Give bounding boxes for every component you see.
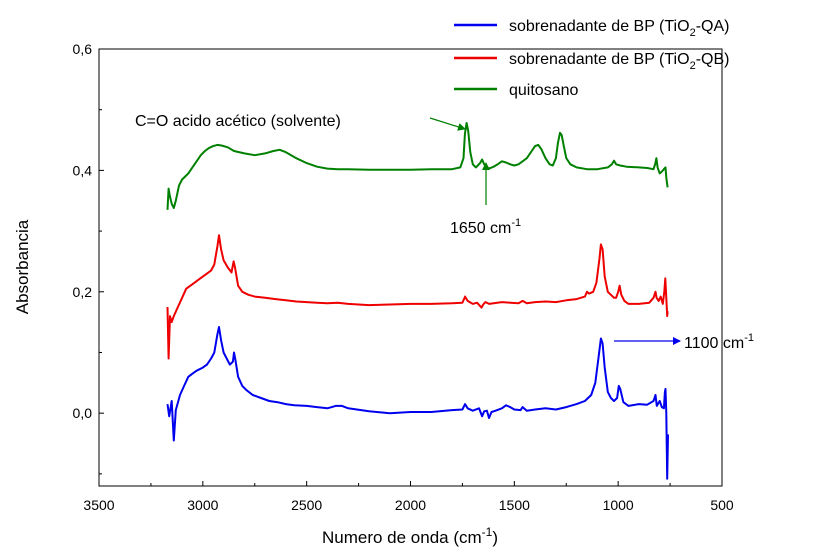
series-line-quitosano [166, 122, 669, 210]
x-axis-title: Numero de onda (cm-1) [322, 525, 498, 547]
x-tick-label: 1500 [499, 497, 530, 513]
legend-label-qb: sobrenadante de BP (TiO2-QB) [509, 51, 729, 72]
x-tick-label: 500 [710, 497, 734, 513]
x-ticks: 3500 3000 2500 2000 1500 1000 500 [83, 481, 734, 513]
y-axis-title: Absorbancia [13, 219, 32, 314]
x-tick-label: 2500 [291, 497, 322, 513]
series-line-qa [166, 326, 669, 480]
legend-label-quitosano: quitosano [509, 82, 578, 99]
legend: sobrenadante de BP (TiO2-QA) sobrenadant… [454, 18, 729, 99]
annotation-1100-label: 1100 cm-1 [684, 332, 754, 352]
annotation-co-arrow [429, 117, 466, 131]
y-tick-label: 0,6 [73, 41, 93, 57]
legend-label-qa: sobrenadante de BP (TiO2-QA) [509, 18, 729, 39]
y-tick-label: 0,4 [73, 162, 93, 178]
y-tick-label: 0,2 [73, 284, 93, 300]
y-tick-label: 0,0 [73, 405, 93, 421]
x-tick-label: 1000 [603, 497, 634, 513]
x-tick-label: 3000 [187, 497, 218, 513]
x-tick-label: 3500 [83, 497, 114, 513]
y-ticks: 0,0 0,2 0,4 0,6 [73, 41, 104, 475]
annotation-co-label: C=O acido acético (solvente) [135, 113, 341, 130]
annotation-1650-label: 1650 cm-1 [450, 217, 521, 237]
series-lines [166, 122, 669, 480]
series-line-qb [166, 234, 669, 360]
x-tick-label: 2000 [395, 497, 426, 513]
